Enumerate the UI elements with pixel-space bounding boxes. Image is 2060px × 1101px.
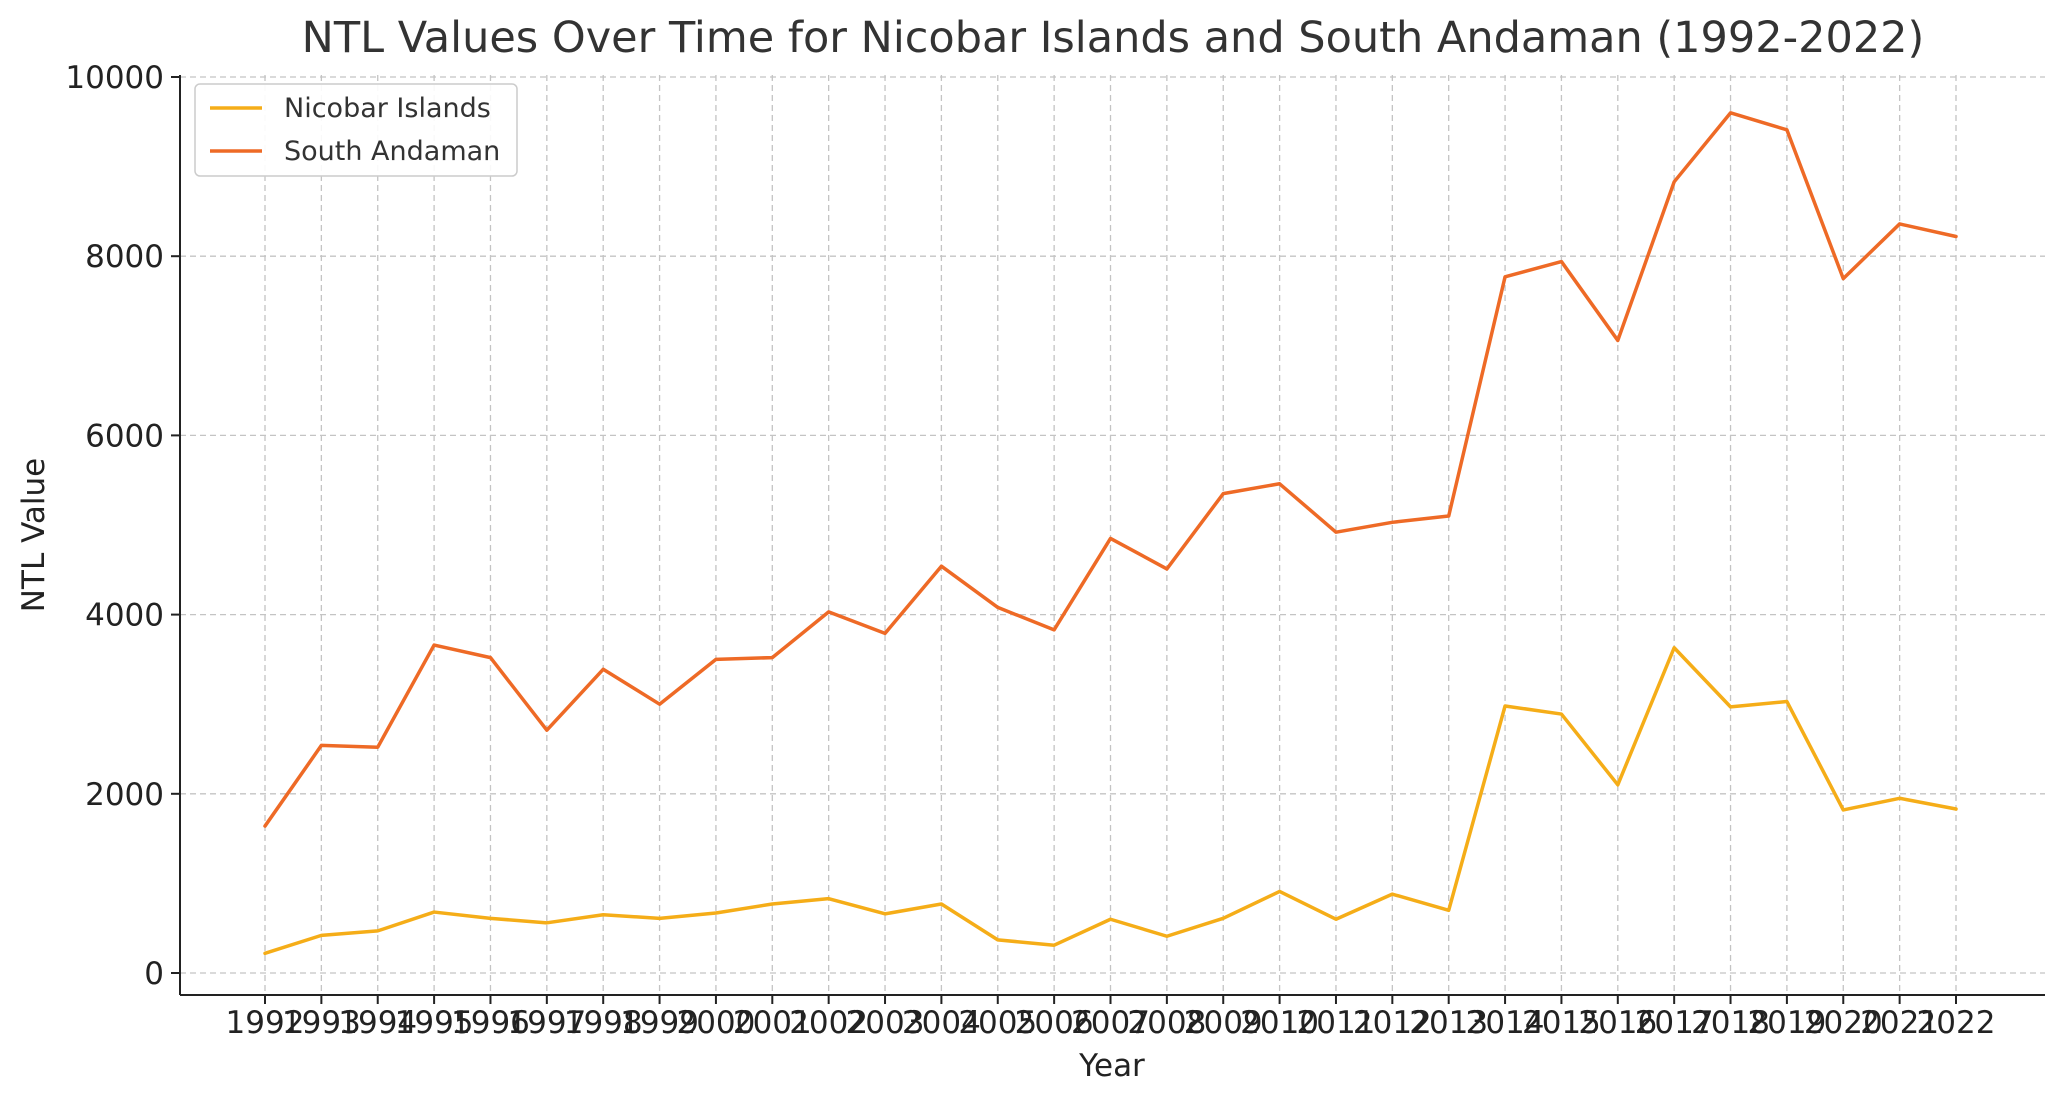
x-tick-label: 2003 <box>846 1005 925 1041</box>
x-axis-label: Year <box>1078 1048 1145 1084</box>
x-tick-label: 2010 <box>1240 1005 1319 1041</box>
ticks: 1992199319941995199619971998199920002001… <box>65 60 1995 1041</box>
x-tick-label: 2018 <box>1691 1005 1770 1041</box>
y-tick-label: 10000 <box>65 60 164 96</box>
x-tick-label: 2009 <box>1184 1005 1263 1041</box>
series-line-nicobar-islands <box>263 646 1958 956</box>
grid-lines <box>180 75 2045 995</box>
x-tick-label: 1995 <box>395 1005 474 1041</box>
x-tick-label: 2016 <box>1578 1005 1657 1041</box>
y-tick-label: 0 <box>144 956 164 992</box>
x-tick-label: 2004 <box>902 1005 981 1041</box>
x-tick-label: 2020 <box>1804 1005 1883 1041</box>
axes <box>179 75 2045 996</box>
x-tick-label: 1994 <box>338 1005 417 1041</box>
x-tick-label: 1999 <box>620 1005 699 1041</box>
x-tick-label: 2002 <box>789 1005 868 1041</box>
y-tick-label: 4000 <box>85 598 164 634</box>
y-tick-label: 6000 <box>85 418 164 454</box>
x-tick-label: 2011 <box>1297 1005 1376 1041</box>
data-series <box>263 111 1958 956</box>
x-tick-label: 1993 <box>282 1005 361 1041</box>
legend-label-south-andaman: South Andaman <box>284 136 500 167</box>
y-tick-label: 2000 <box>85 777 164 813</box>
x-tick-label: 1992 <box>226 1005 305 1041</box>
x-tick-label: 2012 <box>1353 1005 1432 1041</box>
x-tick-label: 2019 <box>1747 1005 1826 1041</box>
x-tick-label: 1996 <box>451 1005 530 1041</box>
x-tick-label: 2017 <box>1635 1005 1714 1041</box>
x-tick-label: 2007 <box>1071 1005 1150 1041</box>
legend-label-nicobar-islands: Nicobar Islands <box>284 93 491 124</box>
x-tick-label: 1997 <box>507 1005 586 1041</box>
x-tick-label: 2015 <box>1522 1005 1601 1041</box>
series-line-south-andaman <box>263 111 1958 828</box>
x-tick-label: 2014 <box>1466 1005 1545 1041</box>
y-tick-label: 8000 <box>85 239 164 275</box>
y-axis-label: NTL Value <box>16 458 52 612</box>
legend-box <box>194 83 518 177</box>
x-tick-label: 2013 <box>1409 1005 1488 1041</box>
x-tick-label: 2005 <box>958 1005 1037 1041</box>
x-tick-label: 2022 <box>1917 1005 1996 1041</box>
x-tick-label: 2001 <box>733 1005 812 1041</box>
x-tick-label: 2021 <box>1860 1005 1939 1041</box>
x-tick-label: 2008 <box>1127 1005 1206 1041</box>
x-tick-label: 2000 <box>676 1005 755 1041</box>
chart-title: NTL Values Over Time for Nicobar Islands… <box>302 13 1925 63</box>
legend: Nicobar Islands South Andaman <box>194 83 518 177</box>
x-tick-label: 1998 <box>564 1005 643 1041</box>
x-tick-label: 2006 <box>1015 1005 1094 1041</box>
